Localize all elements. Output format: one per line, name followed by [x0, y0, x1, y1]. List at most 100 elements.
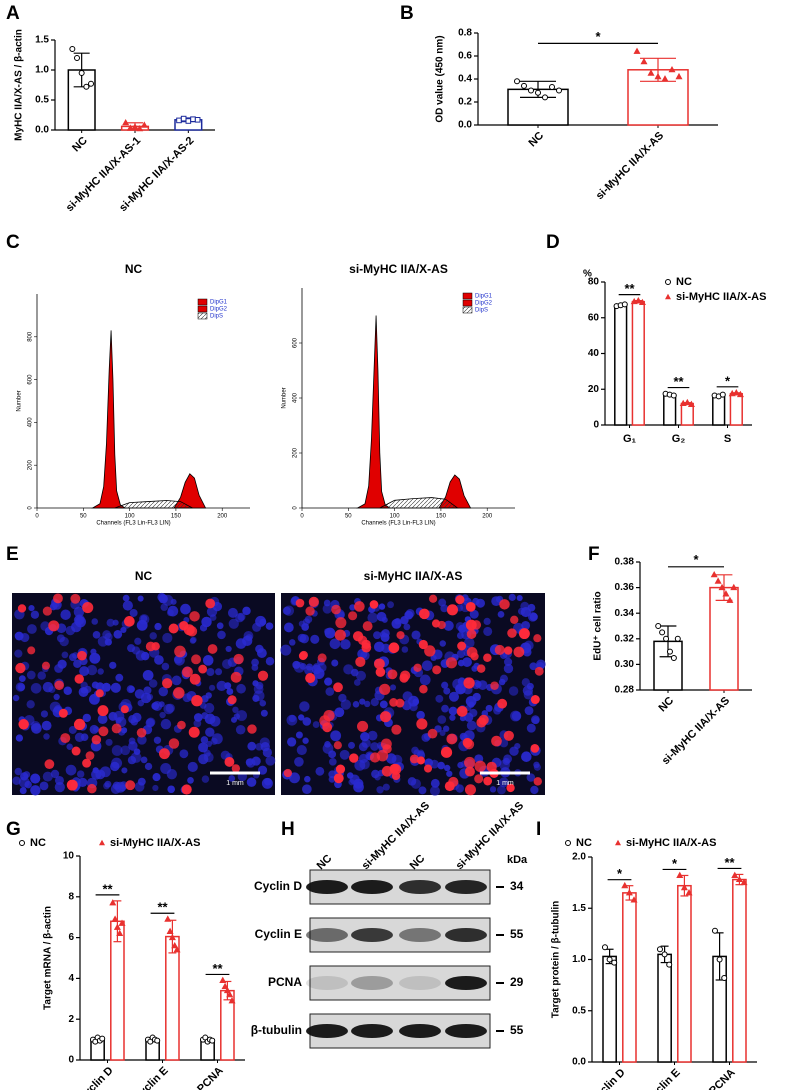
nucleus: [340, 639, 351, 650]
data-point: [542, 94, 548, 101]
lane-label: NC: [315, 852, 335, 872]
data-point: [640, 57, 648, 65]
data-point: [740, 878, 748, 886]
nucleus: [304, 775, 311, 783]
edu-nucleus: [333, 682, 343, 693]
edu-nucleus: [298, 651, 308, 661]
histogram-area: [173, 473, 207, 509]
data-point: [647, 69, 655, 76]
nucleus: [111, 757, 123, 769]
nucleus: [322, 743, 334, 754]
significance-label: **: [102, 881, 113, 896]
nucleus: [149, 632, 157, 640]
nucleus: [381, 616, 388, 623]
panel-title: si-MyHC IIA/X-AS: [349, 262, 448, 276]
nucleus: [521, 751, 532, 762]
edu-nucleus: [491, 735, 502, 747]
y-tick-label: 1.5: [572, 903, 586, 914]
edu-nucleus: [362, 621, 373, 632]
legend-label: DipG1: [210, 300, 228, 306]
nucleus: [296, 744, 307, 756]
nucleus: [201, 712, 209, 720]
y-tick-label: 0.0: [458, 120, 472, 131]
edu-nucleus: [463, 677, 475, 689]
nucleus: [387, 601, 394, 609]
nucleus: [416, 710, 425, 720]
nucleus: [173, 655, 183, 664]
nucleus: [322, 604, 333, 614]
blot-band: [399, 928, 441, 942]
nucleus: [497, 611, 505, 618]
nucleus: [209, 715, 221, 727]
y-tick-label: 40: [588, 348, 600, 359]
nucleus: [455, 683, 466, 695]
edu-nucleus: [247, 724, 257, 734]
nucleus: [280, 644, 292, 656]
nucleus: [228, 618, 239, 629]
data-point: [710, 570, 718, 578]
nucleus: [302, 618, 310, 626]
data-point: [601, 944, 608, 951]
nucleus: [152, 773, 161, 782]
y-tick-label: 0.4: [458, 74, 472, 85]
y-tick-label: 0.8: [458, 28, 472, 39]
nucleus: [97, 668, 104, 675]
nucleus: [130, 752, 142, 763]
nucleus: [483, 626, 493, 636]
edu-nucleus: [82, 758, 92, 768]
nucleus: [529, 662, 538, 671]
edu-nucleus: [413, 663, 422, 673]
nucleus: [211, 733, 223, 745]
nucleus: [120, 745, 131, 756]
nucleus: [203, 749, 211, 757]
edu-nucleus: [295, 598, 305, 608]
nucleus: [113, 710, 125, 722]
panel-letter: F: [588, 544, 600, 565]
significance-label: **: [157, 900, 168, 915]
nucleus: [236, 683, 246, 694]
nucleus: [380, 632, 390, 642]
panel-letter: H: [281, 819, 295, 840]
nucleus: [122, 600, 133, 611]
nucleus: [299, 662, 307, 670]
nucleus: [82, 713, 92, 723]
nucleus: [31, 723, 42, 734]
edu-nucleus: [335, 617, 347, 629]
data-point: [638, 298, 646, 306]
nucleus: [245, 634, 253, 641]
nucleus: [216, 622, 224, 630]
nucleus: [160, 718, 172, 730]
nucleus: [135, 650, 147, 661]
edu-nucleus: [331, 604, 341, 615]
data-point: [683, 398, 691, 406]
data-point: [625, 889, 633, 896]
nucleus: [106, 618, 115, 627]
nucleus: [112, 781, 121, 790]
nucleus: [136, 619, 148, 631]
nucleus: [198, 754, 209, 765]
nucleus: [111, 745, 123, 756]
data-point: [611, 959, 618, 966]
bar: [602, 955, 617, 1063]
nucleus: [14, 631, 24, 641]
significance-label: **: [212, 961, 223, 976]
edu-nucleus: [85, 751, 95, 761]
edu-nucleus: [60, 733, 71, 744]
nucleus: [251, 658, 259, 667]
edu-nucleus: [17, 604, 27, 613]
nucleus: [334, 707, 345, 718]
nucleus: [180, 603, 191, 615]
data-point: [726, 596, 734, 603]
data-point: [606, 956, 613, 963]
nucleus: [443, 620, 454, 631]
nucleus: [469, 609, 479, 619]
nucleus: [148, 679, 158, 688]
blot-band: [351, 976, 393, 990]
legend-label: DipG2: [210, 307, 228, 313]
nucleus: [448, 706, 458, 716]
nucleus: [245, 758, 254, 766]
data-point: [731, 871, 739, 878]
blot-band: [445, 1024, 487, 1038]
edu-nucleus: [474, 774, 484, 784]
y-axis-label: Target mRNA / β-actin: [43, 906, 54, 1010]
